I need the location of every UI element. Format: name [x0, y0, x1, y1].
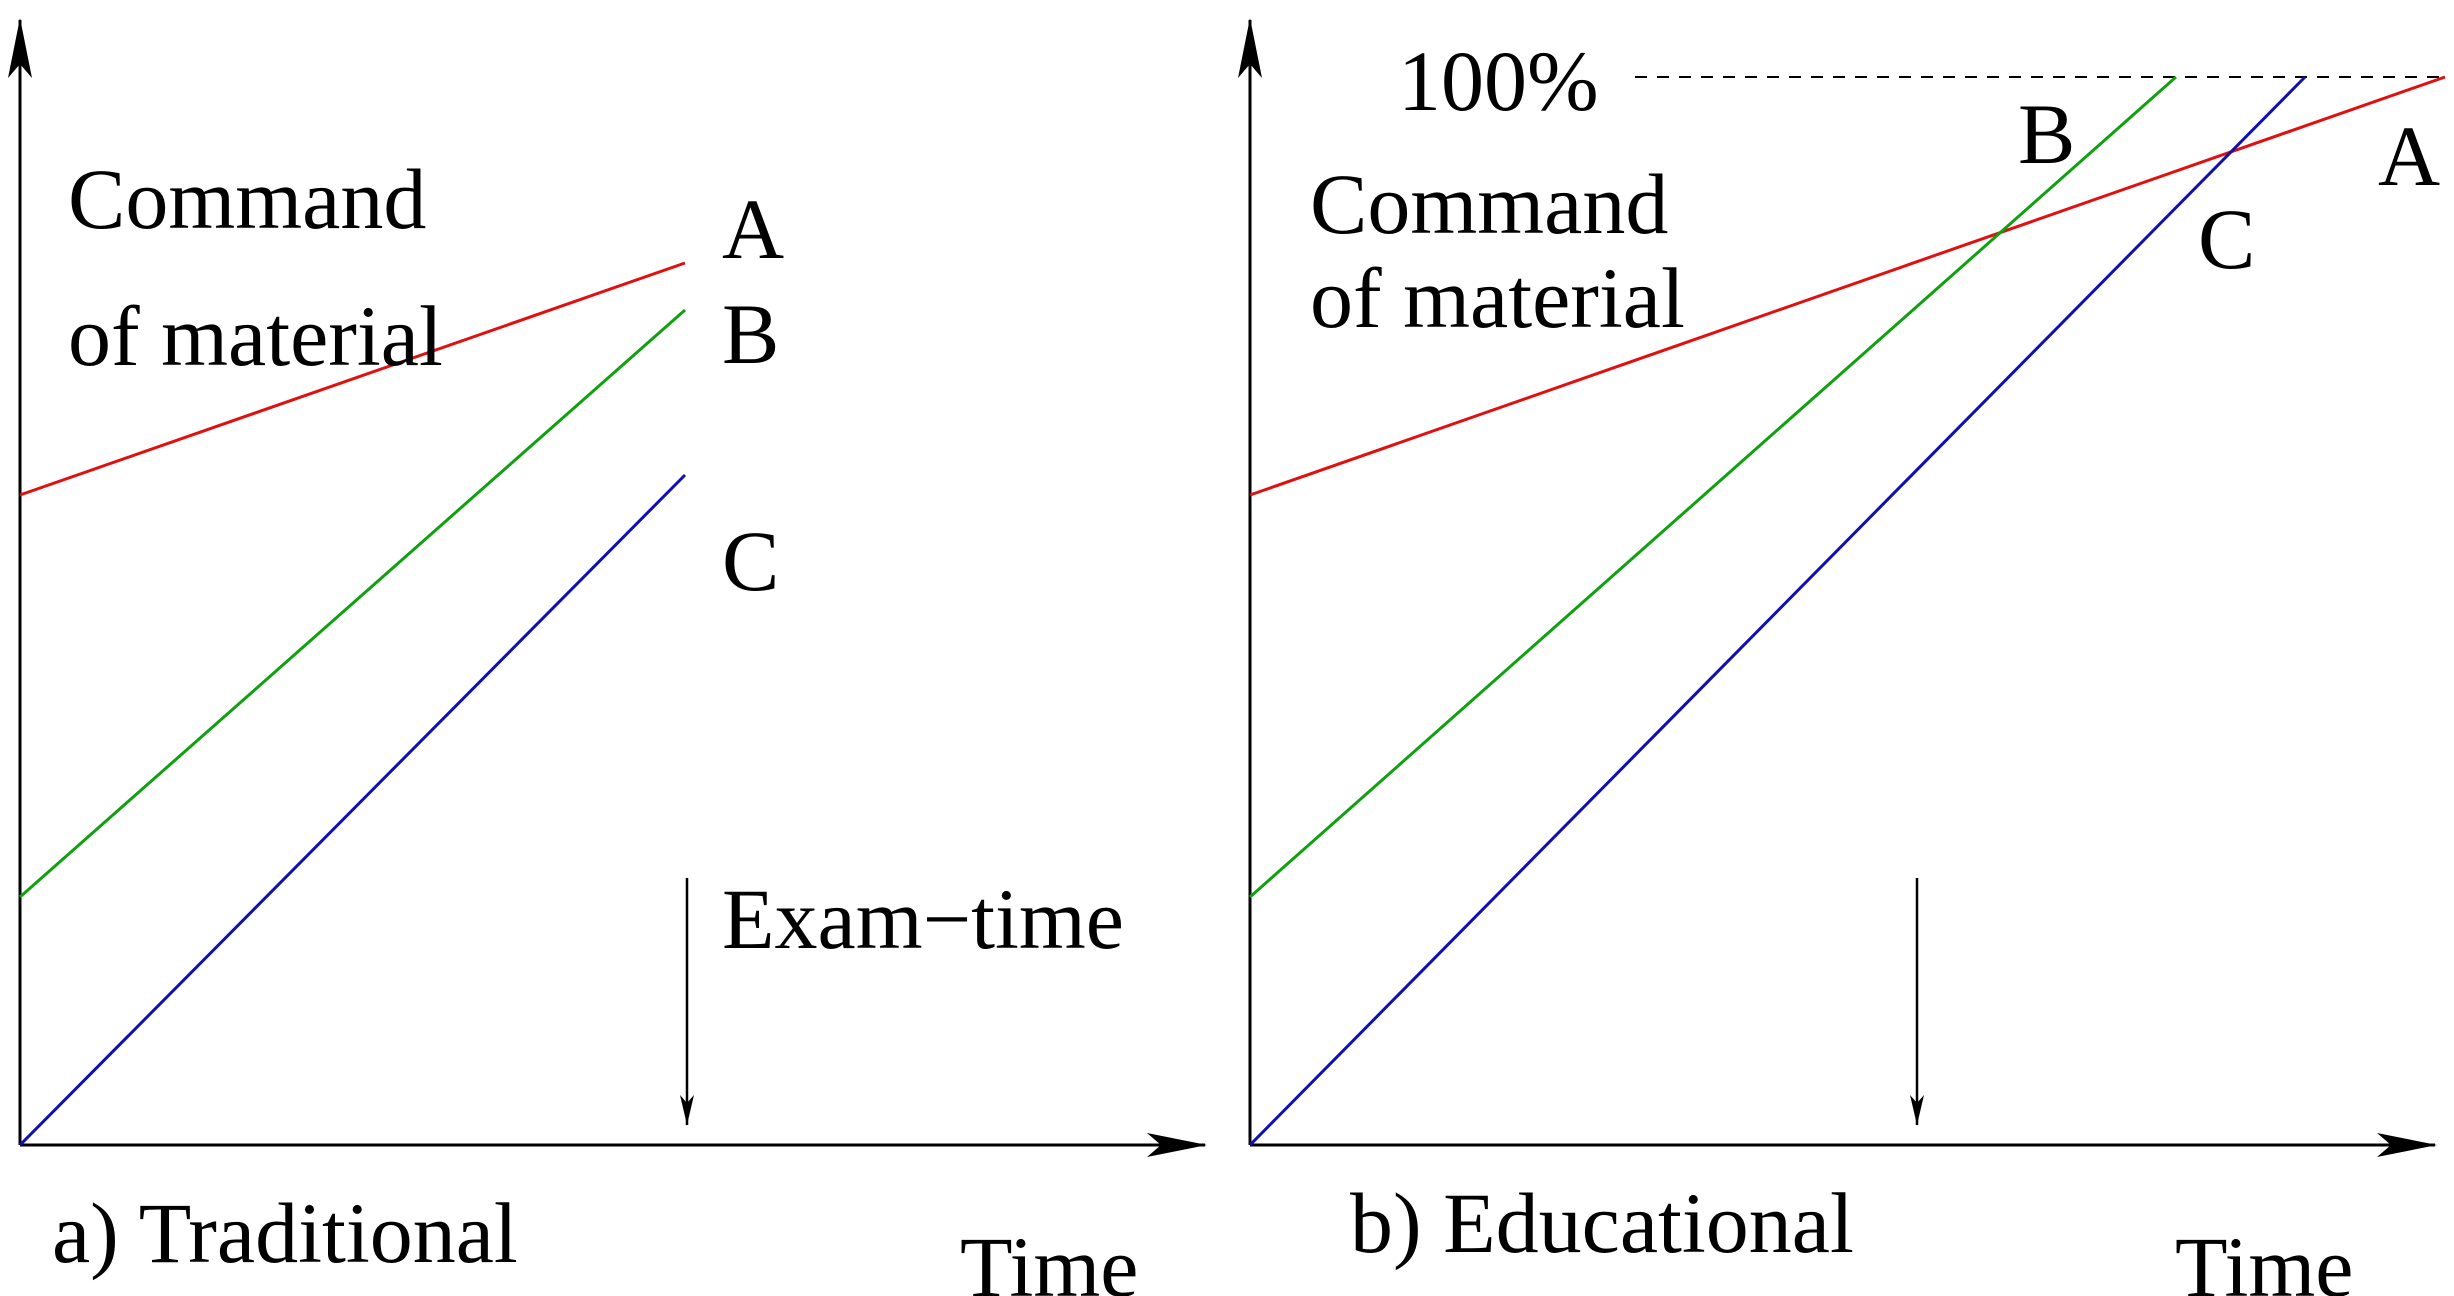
exam-time-label: Exam−time [722, 871, 1124, 967]
panel-educational: 100% Command of material B A C b) Educat… [1238, 18, 2446, 1296]
series-line-a [1249, 75, 2446, 497]
panel-traditional: Command of material A B C Exam−time a) T… [7, 18, 1207, 1296]
ylabel-line1: Command [1310, 156, 1668, 252]
series-label-c: C [722, 513, 779, 609]
series-line-c [18, 473, 687, 1147]
panel-caption: a) Traditional [52, 1185, 518, 1281]
panel-caption: b) Educational [1350, 1175, 1854, 1271]
series-label-c: C [2198, 191, 2255, 287]
ylabel-line2: of material [1310, 250, 1685, 346]
series-line-c [1248, 75, 2307, 1147]
series-line-b [1249, 75, 2177, 899]
series-label-b: B [722, 286, 779, 382]
ceiling-label: 100% [1398, 33, 1599, 129]
series-label-a: A [722, 181, 784, 277]
ylabel-line2: of material [68, 288, 443, 384]
x-axis-label: Time [960, 1219, 1138, 1296]
ylabel-line1: Command [68, 151, 426, 247]
x-axis-label: Time [2175, 1219, 2353, 1296]
series-label-b: B [2018, 86, 2075, 182]
series-label-a: A [2378, 108, 2440, 204]
series-line-a [19, 261, 686, 497]
series-line-b [19, 308, 686, 899]
